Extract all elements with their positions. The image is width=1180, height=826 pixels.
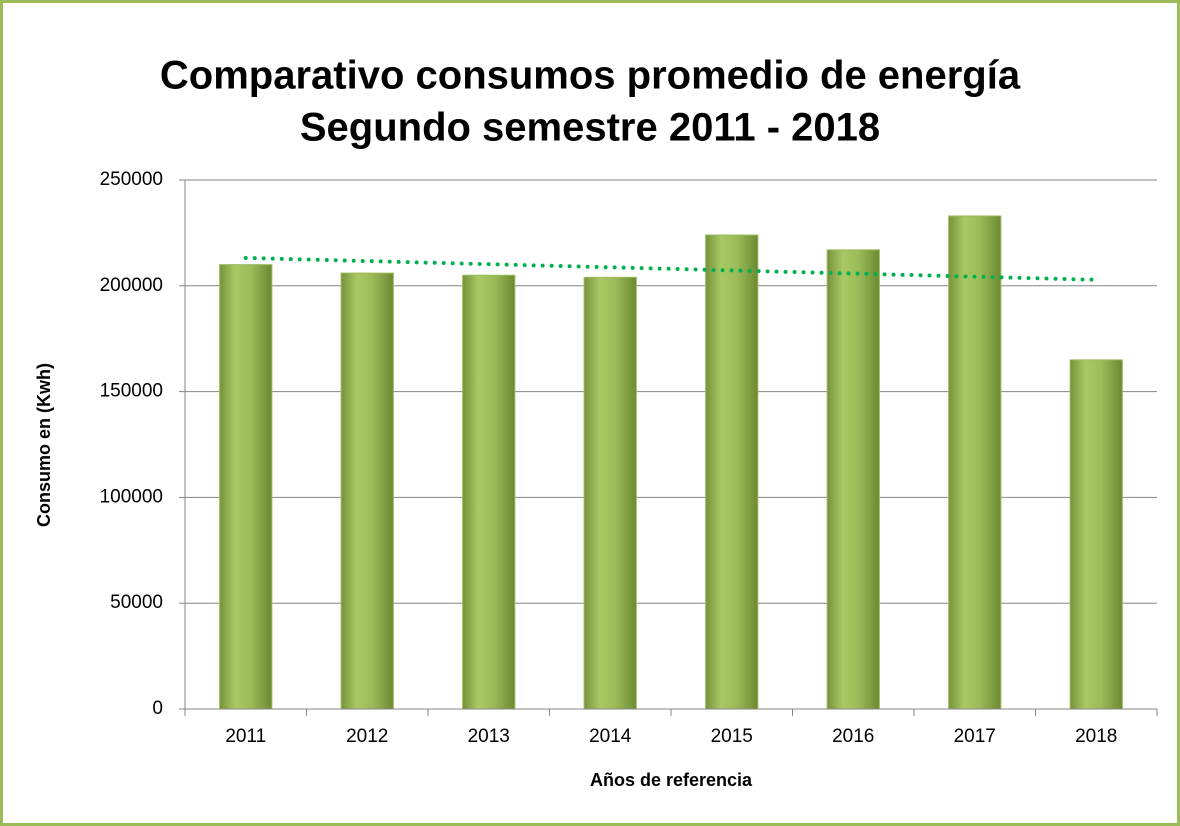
x-tick-label: 2016 <box>832 726 874 747</box>
x-tick-label: 2017 <box>954 726 996 747</box>
bar <box>462 274 516 710</box>
bar <box>340 272 394 710</box>
x-axis-label: Años de referencia <box>590 770 753 790</box>
x-tick-label: 2012 <box>346 726 388 747</box>
chart-title: Segundo semestre 2011 - 2018 <box>300 106 880 150</box>
y-tick-label: 50000 <box>110 592 163 613</box>
y-axis-label: Consumo en (Kwh) <box>34 363 54 527</box>
x-tick-label: 2018 <box>1075 726 1117 747</box>
bar <box>219 264 273 710</box>
bar <box>1069 359 1123 710</box>
y-tick-label: 200000 <box>100 275 163 296</box>
y-tick-label: 0 <box>152 698 163 719</box>
bar <box>826 249 880 710</box>
chart-title: Comparativo consumos promedio de energía <box>160 54 1021 98</box>
x-tick-label: 2014 <box>589 726 632 747</box>
y-tick-label: 150000 <box>100 381 163 402</box>
x-tick-label: 2015 <box>711 726 753 747</box>
bar <box>583 276 637 710</box>
x-tick-label: 2013 <box>468 726 510 747</box>
x-tick-label: 2011 <box>225 726 266 747</box>
bar <box>705 234 759 710</box>
bar <box>948 215 1002 710</box>
y-tick-label: 100000 <box>100 486 163 507</box>
y-tick-label: 250000 <box>100 169 163 190</box>
